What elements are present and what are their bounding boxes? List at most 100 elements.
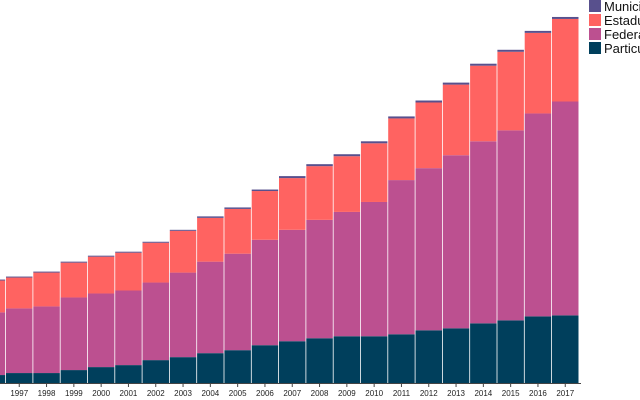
bar-particu-2003 [169, 357, 197, 383]
bar-municip-1998 [33, 271, 60, 273]
bar-federa-2009 [333, 211, 361, 337]
bar-particu-2011 [388, 334, 415, 383]
legend-label-particu: Particu [604, 41, 640, 56]
bar-estadu-2003 [169, 230, 197, 273]
bar-municip-2010 [360, 141, 388, 144]
bar-estadu-2005 [224, 208, 251, 254]
bar-municip-2000 [87, 255, 115, 257]
bar-federa-2006 [251, 239, 279, 346]
bar-particu-2007 [279, 341, 306, 383]
bar-estadu-1999 [60, 262, 88, 298]
bar-particu-2013 [442, 328, 470, 383]
bar-particu-2006 [251, 345, 279, 383]
bar-federa-2012 [415, 168, 442, 331]
bar-federa-2007 [279, 229, 306, 342]
bar-federa-1997 [6, 308, 33, 374]
bar-estadu-2002 [142, 242, 169, 283]
bar-estadu-2001 [115, 252, 142, 291]
bar-municip-2016 [524, 30, 552, 33]
bar-municip-2012 [415, 100, 442, 103]
bar-federa-1998 [33, 306, 60, 374]
legend-label-municip: Municip [604, 0, 640, 14]
x-tick-label: 2015 [502, 389, 520, 398]
bar-municip-2015 [497, 49, 524, 52]
x-tick-label: 2009 [338, 389, 356, 398]
bar-estadu-2004 [197, 217, 224, 262]
bar-federa-2015 [497, 130, 524, 321]
legend-swatch-municip [589, 0, 601, 12]
bar-municip-2005 [224, 207, 251, 209]
x-tick-label: 2002 [147, 389, 165, 398]
bar-estadu-2007 [279, 178, 306, 230]
bar-federa-2008 [306, 219, 333, 339]
x-tick-label: 2016 [529, 389, 547, 398]
x-tick-label: 2003 [174, 389, 192, 398]
bar-municip-2002 [142, 241, 169, 243]
bar-federa-2013 [442, 155, 470, 329]
bar-federa-2011 [388, 180, 415, 335]
x-tick-label: 2014 [474, 389, 492, 398]
legend-swatch-federa [589, 28, 601, 40]
bar-estadu-2015 [497, 51, 524, 131]
bar-particu-2017 [552, 315, 579, 383]
bar-municip-2003 [169, 229, 197, 231]
bar-estadu-1998 [33, 272, 60, 307]
bar-estadu-2017 [552, 18, 579, 102]
bar-particu-2009 [333, 336, 361, 383]
bar-municip-2011 [388, 116, 415, 119]
bar-federa-2016 [524, 113, 552, 317]
legend: MunicipEstaduFederaParticu [589, 0, 640, 56]
bar-federa-2000 [87, 293, 115, 368]
bar-estadu-2000 [87, 256, 115, 294]
bar-particu-2004 [197, 353, 224, 383]
bar-municip-2006 [251, 189, 279, 192]
x-tick-label: 1999 [65, 389, 83, 398]
legend-label-federa: Federa [604, 27, 640, 42]
bar-estadu-2013 [442, 84, 470, 156]
bar-particu-2001 [115, 365, 142, 383]
x-tick-label: 2000 [92, 389, 110, 398]
bar-estadu-2006 [251, 191, 279, 240]
x-tick-label: 2010 [365, 389, 383, 398]
x-tick-label: 2011 [393, 389, 411, 398]
x-axis: 1199719981999200020012002200320042005200… [0, 383, 581, 398]
bar-municip-1999 [60, 261, 88, 263]
legend-label-estadu: Estadu [604, 13, 640, 28]
x-tick-label: 2013 [447, 389, 465, 398]
bar-municip-2013 [442, 82, 470, 85]
x-tick-label: 2006 [256, 389, 274, 398]
bar-municip-2014 [470, 63, 497, 66]
x-tick-label: 1997 [10, 389, 28, 398]
bar-particu-2012 [415, 330, 442, 383]
bar-federa-2005 [224, 253, 251, 351]
bar-estadu-2010 [360, 143, 388, 202]
bar-particu-1997 [6, 373, 33, 383]
x-tick-label: 2001 [120, 389, 138, 398]
bar-municip-1997 [6, 276, 33, 278]
x-tick-label: 2008 [311, 389, 329, 398]
bar-municip-1996 [0, 279, 6, 281]
bar-estadu-1996 [0, 280, 6, 313]
bar-particu-2010 [360, 336, 388, 383]
bar-estadu-1997 [6, 277, 33, 309]
bar-particu-2002 [142, 360, 169, 383]
bar-particu-1996 [0, 375, 6, 383]
x-tick-label: 2017 [556, 389, 574, 398]
bar-estadu-2011 [388, 118, 415, 181]
bar-estadu-2012 [415, 102, 442, 169]
bar-estadu-2014 [470, 65, 497, 142]
bar-particu-2008 [306, 338, 333, 383]
x-tick-label: 1998 [38, 389, 56, 398]
bar-municip-2004 [197, 216, 224, 218]
bar-federa-1999 [60, 297, 88, 371]
bar-federa-2010 [360, 201, 388, 337]
bar-particu-2015 [497, 320, 524, 383]
bars-layer [0, 16, 579, 383]
bar-estadu-2016 [524, 32, 552, 114]
bar-estadu-2008 [306, 166, 333, 220]
bar-federa-2004 [197, 261, 224, 354]
bar-federa-2014 [470, 141, 497, 324]
bar-municip-2017 [552, 16, 579, 19]
x-tick-label: 2007 [283, 389, 301, 398]
